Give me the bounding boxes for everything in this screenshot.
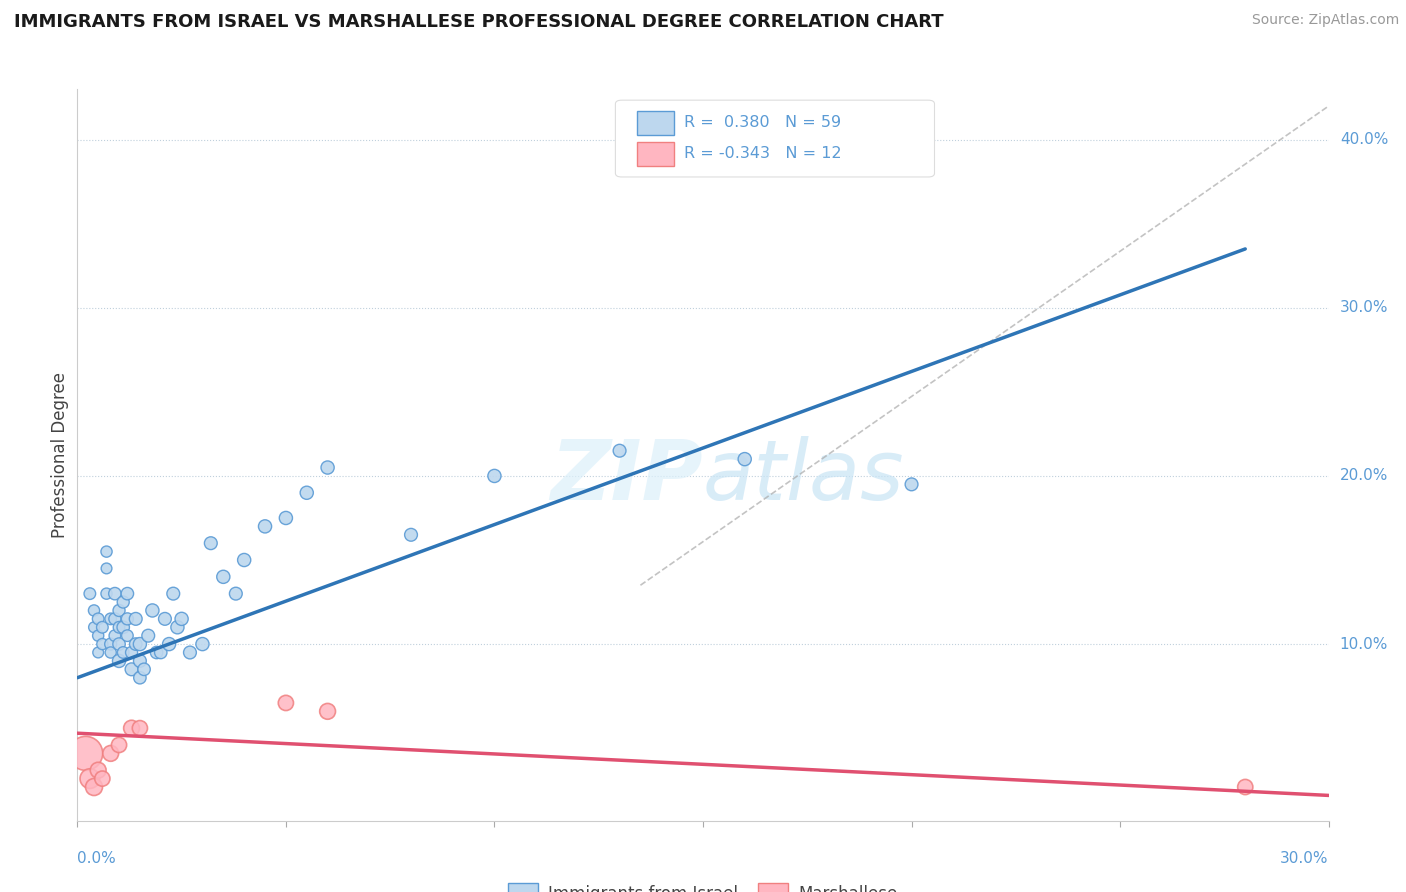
Point [153,612,176,626]
Point [609,443,631,458]
Point [100,637,122,651]
Point [87,763,110,777]
Point [87,629,110,643]
Point [136,629,159,643]
Point [91,772,114,786]
Point [108,738,131,752]
Point [484,469,506,483]
Point [274,511,297,525]
Text: ZIP: ZIP [550,436,703,517]
Text: 40.0%: 40.0% [1340,132,1388,147]
Point [83,603,105,617]
Point [734,452,756,467]
Point [117,612,139,626]
Point [129,671,152,685]
Point [96,544,118,558]
Point [100,612,122,626]
Point [87,645,110,659]
Text: 10.0%: 10.0% [1340,637,1388,651]
Point [166,620,188,634]
Point [316,460,339,475]
Point [225,587,247,601]
Point [253,519,276,533]
Text: 20.0%: 20.0% [1340,468,1388,483]
FancyBboxPatch shape [616,100,935,177]
Point [117,587,139,601]
Text: 30.0%: 30.0% [1281,851,1329,866]
Point [91,637,114,651]
Y-axis label: Professional Degree: Professional Degree [51,372,69,538]
Point [149,645,172,659]
Point [108,654,131,668]
Text: 0.0%: 0.0% [77,851,117,866]
Point [125,637,148,651]
Text: R =  0.380   N = 59: R = 0.380 N = 59 [685,115,841,130]
Text: R = -0.343   N = 12: R = -0.343 N = 12 [685,146,842,161]
Point [96,587,118,601]
Text: 30.0%: 30.0% [1340,301,1388,315]
Text: atlas: atlas [703,436,904,517]
Point [179,645,201,659]
Point [162,587,184,601]
Point [129,637,152,651]
Point [91,620,114,634]
Point [104,629,127,643]
Point [79,772,101,786]
Point [104,612,127,626]
Point [129,654,152,668]
Point [233,553,256,567]
Point [295,485,318,500]
Point [212,570,235,584]
Point [145,645,167,659]
Point [316,704,339,718]
Point [75,747,97,761]
Point [191,637,214,651]
Point [108,620,131,634]
Point [79,587,101,601]
Point [200,536,222,550]
Point [96,561,118,575]
Point [274,696,297,710]
Point [108,603,131,617]
Point [83,620,105,634]
Text: Source: ZipAtlas.com: Source: ZipAtlas.com [1251,13,1399,28]
Point [125,612,148,626]
Point [157,637,180,651]
Point [900,477,922,491]
Point [170,612,193,626]
Point [83,780,105,794]
Point [399,528,422,542]
Point [108,637,131,651]
Point [112,645,135,659]
Point [121,662,143,676]
Point [112,620,135,634]
Point [129,721,152,735]
Point [121,645,143,659]
Legend: Immigrants from Israel, Marshallese: Immigrants from Israel, Marshallese [502,877,904,892]
Point [132,662,155,676]
Point [1234,780,1257,794]
Point [141,603,163,617]
FancyBboxPatch shape [637,112,675,136]
Point [117,629,139,643]
Point [104,587,127,601]
FancyBboxPatch shape [637,142,675,166]
Point [100,645,122,659]
Point [100,747,122,761]
Text: IMMIGRANTS FROM ISRAEL VS MARSHALLESE PROFESSIONAL DEGREE CORRELATION CHART: IMMIGRANTS FROM ISRAEL VS MARSHALLESE PR… [14,13,943,31]
Point [121,721,143,735]
Point [87,612,110,626]
Point [112,595,135,609]
